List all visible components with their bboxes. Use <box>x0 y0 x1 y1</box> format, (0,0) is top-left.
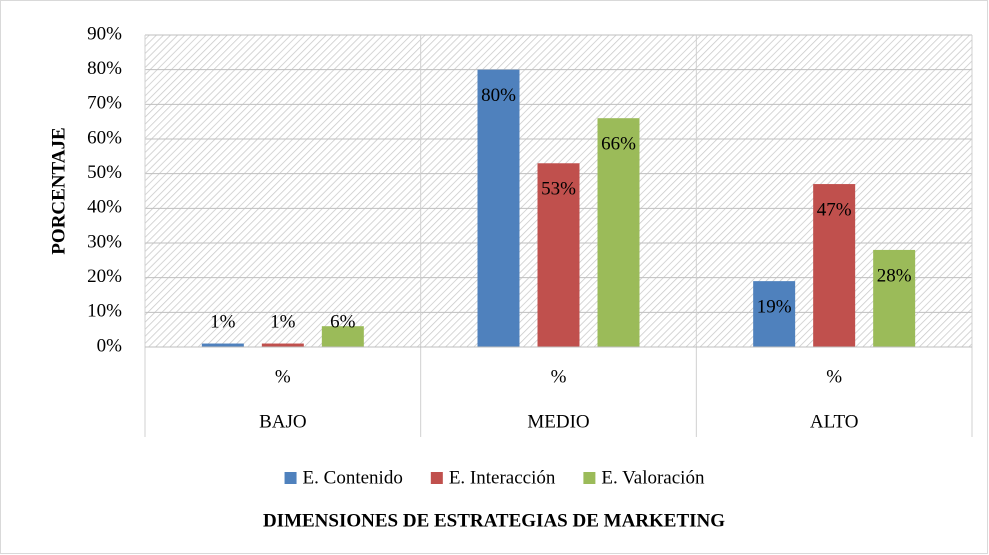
bar <box>201 343 244 347</box>
y-tick-label: 60% <box>87 127 122 148</box>
y-tick-label: 70% <box>87 93 122 114</box>
data-label: 19% <box>757 296 792 317</box>
y-axis-title: PORCENTAJE <box>48 127 69 254</box>
bar <box>813 184 856 347</box>
data-label: 53% <box>541 179 576 200</box>
bar <box>873 249 916 347</box>
bar <box>321 326 364 347</box>
x-tick-label: MEDIO <box>527 411 589 432</box>
x-axis-title: DIMENSIONES DE ESTRATEGIAS DE MARKETING <box>263 510 725 531</box>
data-label: 28% <box>877 265 912 286</box>
x-subcategory-label: % <box>275 366 291 387</box>
y-tick-label: 90% <box>87 23 122 44</box>
y-tick-label: 10% <box>87 301 122 322</box>
x-tick-label: ALTO <box>810 411 859 432</box>
legend-swatch <box>430 472 443 484</box>
bar <box>597 118 640 347</box>
y-tick-label: 40% <box>87 197 122 218</box>
x-subcategory-label: % <box>826 366 842 387</box>
y-tick-label: 80% <box>87 58 122 79</box>
legend-label: E. Interacción <box>449 467 556 488</box>
y-tick-label: 30% <box>87 231 122 252</box>
data-label: 1% <box>270 311 296 332</box>
data-label: 1% <box>210 311 236 332</box>
data-label: 80% <box>481 85 516 106</box>
data-label: 66% <box>601 134 636 155</box>
x-subcategory-label: % <box>551 366 567 387</box>
legend-swatch <box>284 472 297 484</box>
legend-label: E. Contenido <box>303 467 403 488</box>
bar <box>477 69 520 348</box>
bar <box>753 281 796 347</box>
y-tick-label: 20% <box>87 266 122 287</box>
bar <box>537 163 580 347</box>
bar <box>261 343 304 347</box>
y-tick-label: 50% <box>87 162 122 183</box>
legend-label: E. Valoración <box>601 467 705 488</box>
x-tick-label: BAJO <box>259 411 307 432</box>
data-label: 47% <box>817 199 852 220</box>
legend-swatch <box>583 472 596 484</box>
y-tick-label: 0% <box>97 335 123 356</box>
data-label: 6% <box>330 311 356 332</box>
